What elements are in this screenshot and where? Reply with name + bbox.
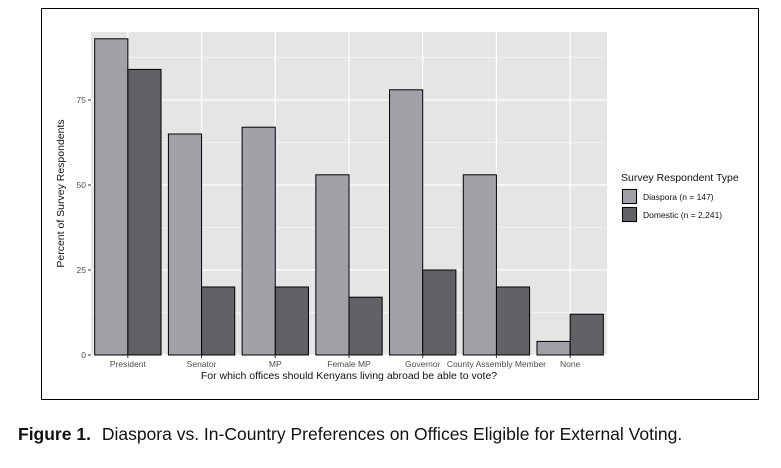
bar-diaspora bbox=[315, 174, 350, 356]
bar-diaspora bbox=[536, 340, 571, 356]
y-axis-title: Percent of Survey Respondents bbox=[55, 119, 67, 267]
y-tick-label: 50 bbox=[77, 180, 87, 190]
x-tick-label: Female MP bbox=[327, 359, 371, 369]
bar-domestic bbox=[348, 296, 383, 356]
bar-diaspora bbox=[167, 133, 203, 356]
y-tick-label: 25 bbox=[77, 265, 87, 275]
x-tick-label: Senator bbox=[187, 359, 217, 369]
figure-caption: Figure 1. Diaspora vs. In-Country Prefer… bbox=[18, 424, 778, 445]
bar-domestic bbox=[274, 286, 309, 356]
legend-swatch bbox=[622, 207, 637, 222]
x-tick-label: MP bbox=[269, 359, 282, 369]
bar-diaspora bbox=[389, 89, 424, 356]
legend-entry-label: Domestic (n = 2,241) bbox=[643, 210, 722, 220]
legend-swatch bbox=[622, 189, 637, 204]
x-tick-label: President bbox=[110, 359, 147, 369]
bar-diaspora bbox=[462, 174, 497, 356]
bar-diaspora bbox=[94, 38, 129, 356]
legend-title: Survey Respondent Type bbox=[621, 172, 739, 184]
x-tick-label: Governor bbox=[405, 359, 441, 369]
x-axis-title: For which offices should Kenyans living … bbox=[201, 370, 497, 382]
bar-chart: 0 25 50 75 President Senator MP Female MP Govern… bbox=[55, 32, 739, 382]
caption-text: Diaspora vs. In-Country Preferences on O… bbox=[101, 424, 683, 444]
x-tick-label: None bbox=[560, 359, 581, 369]
x-tick-label: County Assembly Member bbox=[447, 359, 546, 369]
bar-diaspora bbox=[241, 126, 276, 356]
bar-domestic bbox=[569, 313, 604, 356]
bar-domestic bbox=[495, 286, 531, 356]
bar-domestic bbox=[201, 286, 236, 356]
figure-frame: 0 25 50 75 President Senator MP Female MP Govern… bbox=[41, 8, 759, 400]
y-tick-label: 75 bbox=[77, 95, 87, 105]
legend-entry-label: Diaspora (n = 147) bbox=[643, 192, 714, 202]
caption-label: Figure 1. bbox=[18, 424, 91, 444]
bar-domestic bbox=[422, 269, 457, 356]
bar-domestic bbox=[127, 68, 162, 356]
y-tick-label: 0 bbox=[81, 350, 86, 360]
